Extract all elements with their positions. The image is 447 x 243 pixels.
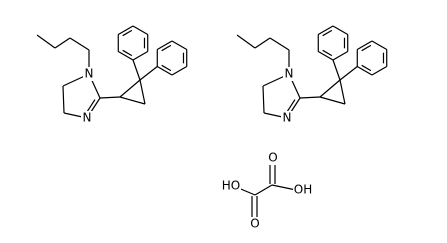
bond (119, 96, 146, 105)
bond (99, 96, 121, 99)
bond (361, 64, 372, 72)
bond (371, 40, 388, 51)
bond (236, 34, 256, 49)
bond (161, 64, 172, 72)
bond (171, 65, 188, 76)
bond (339, 66, 358, 81)
atom-label: N (83, 111, 92, 125)
bond (132, 25, 149, 36)
bond (356, 65, 373, 76)
bond (171, 40, 188, 51)
bond (332, 25, 349, 36)
bond (86, 99, 96, 113)
bond (332, 50, 349, 61)
label-bg (221, 179, 241, 193)
label-bg (83, 67, 95, 81)
bond (269, 37, 290, 51)
label-bg (281, 111, 293, 125)
bond (254, 184, 273, 196)
bond (254, 37, 271, 49)
bond (317, 50, 334, 61)
atom-label: N (283, 111, 292, 125)
bond (122, 49, 133, 57)
bond (117, 25, 134, 36)
bond (156, 65, 173, 76)
bond (122, 29, 133, 37)
label-bg (293, 183, 313, 197)
atom-label: N (285, 67, 294, 81)
bond (54, 37, 71, 49)
bond (36, 34, 56, 49)
bond (119, 79, 141, 98)
bond (156, 40, 173, 51)
bond (317, 25, 334, 36)
bond (271, 184, 297, 191)
label-bg (283, 67, 295, 81)
bond (132, 59, 141, 81)
bond (62, 85, 65, 114)
bond (332, 59, 341, 81)
bond (319, 79, 341, 98)
bond (262, 85, 265, 114)
bond (139, 79, 146, 105)
bond (69, 37, 90, 51)
bond (286, 99, 296, 113)
bond (161, 44, 172, 52)
bond (339, 79, 346, 105)
atom-label: O (250, 217, 259, 231)
atom-label: HO (222, 179, 240, 193)
bond (322, 49, 333, 57)
molecule: NN (236, 25, 388, 125)
bond (117, 50, 134, 61)
label-bg (267, 151, 279, 165)
atom-label: N (85, 67, 94, 81)
label-bg (81, 111, 93, 125)
bond (139, 66, 158, 81)
bond (371, 65, 388, 76)
bond (322, 29, 333, 37)
atom-label: O (268, 151, 277, 165)
bond (356, 40, 373, 51)
bond (319, 96, 346, 105)
label-bg (249, 217, 261, 231)
bond (299, 96, 321, 99)
bond (132, 50, 149, 61)
oxalic-acid: HO OH O O (221, 151, 313, 231)
atom-label: OH (294, 183, 312, 197)
molecule: NN (36, 25, 188, 125)
bond (361, 44, 372, 52)
